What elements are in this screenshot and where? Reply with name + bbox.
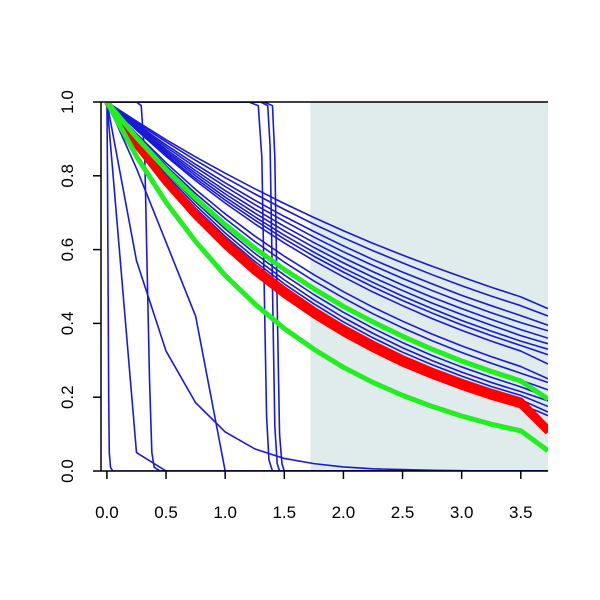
series-line-25 bbox=[106, 102, 548, 471]
series-line-28 bbox=[104, 102, 548, 402]
x-tick-label: 2.5 bbox=[391, 503, 415, 522]
series-line-2 bbox=[106, 102, 548, 317]
series-line-23 bbox=[106, 102, 548, 471]
x-tick-label: 3.5 bbox=[509, 503, 533, 522]
x-tick-label: 3.0 bbox=[450, 503, 474, 522]
series-line-24 bbox=[106, 102, 548, 471]
y-tick-label: 0.0 bbox=[58, 459, 77, 483]
series-line-22 bbox=[106, 102, 548, 471]
y-tick-label: 0.4 bbox=[58, 312, 77, 336]
x-tick-label: 1.5 bbox=[272, 503, 296, 522]
x-tick-label: 1.0 bbox=[213, 503, 237, 522]
x-tick-label: 0.5 bbox=[154, 503, 178, 522]
series-line-14 bbox=[106, 102, 548, 402]
series-line-3 bbox=[106, 102, 548, 327]
series-line-8 bbox=[106, 102, 548, 356]
y-tick-label: 1.0 bbox=[58, 90, 77, 114]
series-line-10 bbox=[106, 102, 548, 380]
series-line-11 bbox=[106, 102, 548, 384]
y-tick-label: 0.2 bbox=[58, 385, 77, 409]
x-tick-label: 0.0 bbox=[95, 503, 119, 522]
x-tick-label: 2.0 bbox=[332, 503, 356, 522]
y-tick-label: 0.8 bbox=[58, 164, 77, 188]
series-line-19 bbox=[106, 102, 548, 471]
y-axis-ticks: 0.0 0.2 0.4 0.6 0.8 1.0 bbox=[58, 90, 101, 483]
series-line-6 bbox=[106, 102, 548, 345]
series-line-9 bbox=[106, 102, 548, 365]
series-line-29 bbox=[104, 102, 548, 453]
series-lines bbox=[104, 102, 548, 471]
series-line-5 bbox=[106, 102, 548, 339]
series-line-27 bbox=[104, 102, 548, 435]
shaded-region-layer bbox=[310, 102, 548, 471]
series-line-4 bbox=[106, 102, 548, 332]
series-line-7 bbox=[106, 102, 548, 350]
x-axis-ticks: 0.0 0.5 1.0 1.5 2.0 2.5 3.0 3.5 bbox=[95, 471, 533, 522]
series-line-1 bbox=[106, 102, 548, 310]
shaded-region bbox=[310, 102, 548, 471]
y-tick-label: 0.6 bbox=[58, 238, 77, 262]
series-line-21 bbox=[106, 102, 548, 471]
